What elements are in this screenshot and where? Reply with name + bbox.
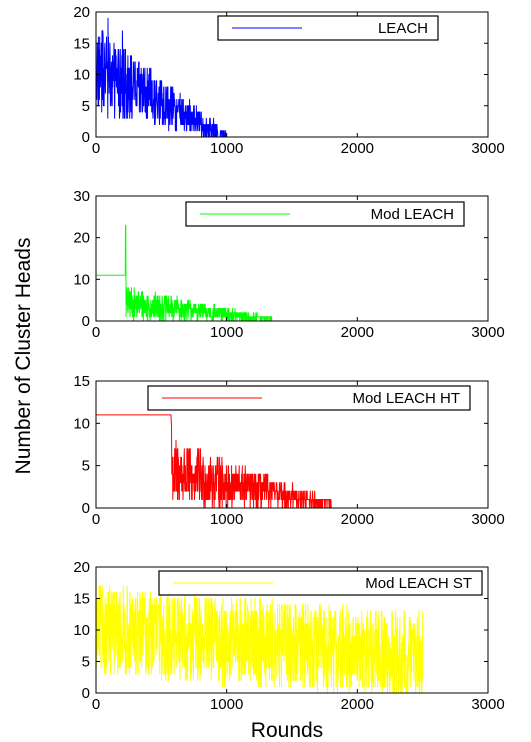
x-tick-label: 1000: [210, 511, 243, 528]
chart-panel-3: 0 1000 2000 3000 0 5 10 15 Mod LEACH HT: [73, 373, 504, 528]
y-tick-label: 15: [73, 373, 90, 390]
x-tick-label: 3000: [471, 140, 504, 157]
plot-frame: [95, 195, 489, 322]
x-tick-label: 0: [92, 140, 100, 157]
y-tick-label: 15: [73, 591, 90, 608]
y-tick-label: 0: [82, 129, 90, 146]
x-tick-label: 1000: [210, 140, 243, 157]
y-tick-label: 10: [73, 415, 90, 432]
x-tick-label: 3000: [471, 511, 504, 528]
legend: Mod LEACH: [185, 201, 465, 227]
y-tick-label: 5: [82, 654, 90, 671]
legend-label: Mod LEACH HT: [352, 390, 460, 407]
chart-panel-1: 0 1000 2000 3000 0 5 10 15 20 LEACH: [73, 4, 504, 157]
plot-frame: [95, 380, 489, 509]
y-tick-label: 10: [73, 271, 90, 288]
x-tick-label: 2000: [341, 696, 374, 713]
legend-label: LEACH: [378, 20, 428, 37]
y-axis-title: Number of Cluster Heads: [12, 238, 35, 475]
x-axis-title: Rounds: [251, 719, 323, 742]
x-tick-label: 1000: [210, 324, 243, 341]
y-tick-label: 10: [73, 67, 90, 84]
y-tick-label: 20: [73, 4, 90, 21]
y-tick-label: 0: [82, 500, 90, 517]
series-line-mod-leach-st: [95, 585, 424, 694]
x-tick-label: 2000: [341, 324, 374, 341]
y-tick-label: 0: [82, 313, 90, 330]
legend-box: [158, 570, 483, 596]
y-tick-label: 5: [82, 458, 90, 475]
x-tick-label: 1000: [210, 696, 243, 713]
legend: LEACH: [217, 15, 439, 41]
legend: Mod LEACH HT: [147, 385, 471, 411]
legend-label: Mod LEACH ST: [365, 575, 472, 592]
y-tick-label: 10: [73, 622, 90, 639]
y-tick-label: 0: [82, 685, 90, 702]
legend: Mod LEACH ST: [158, 570, 483, 596]
x-tick-label: 2000: [341, 140, 374, 157]
y-tick-label: 30: [73, 188, 90, 205]
chart-panel-2: 0 1000 2000 3000 0 10 20 30 Mod LEACH: [73, 188, 504, 341]
y-tick-label: 15: [73, 35, 90, 52]
x-tick-label: 0: [92, 696, 100, 713]
x-tick-label: 3000: [471, 696, 504, 713]
x-tick-label: 2000: [341, 511, 374, 528]
legend-label: Mod LEACH: [371, 206, 454, 223]
y-tick-label: 5: [82, 98, 90, 115]
y-tick-label: 20: [73, 230, 90, 247]
x-tick-label: 0: [92, 324, 100, 341]
x-tick-label: 0: [92, 511, 100, 528]
x-tick-label: 3000: [471, 324, 504, 341]
chart-panel-4: 0 1000 2000 3000 0 5 10 15 20 Mod LEACH ST: [73, 559, 504, 713]
y-tick-label: 20: [73, 559, 90, 576]
